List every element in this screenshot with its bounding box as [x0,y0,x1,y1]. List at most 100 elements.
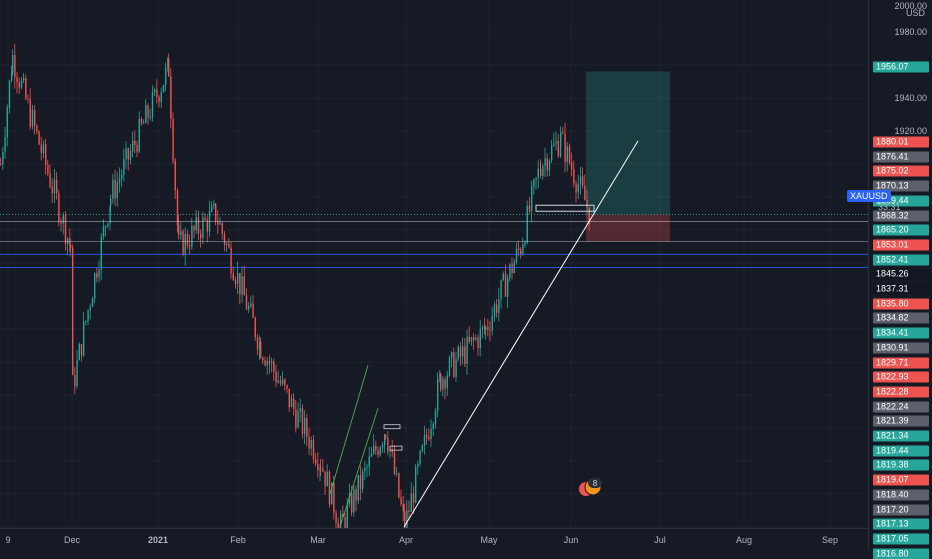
candle-body [500,279,502,299]
candle-body [533,179,535,187]
candle-body [165,67,167,85]
candle-body [489,329,491,331]
candle-body [453,352,455,377]
candle-body [301,407,304,435]
time-tick-label: Dec [63,535,81,545]
candle-body [215,203,217,222]
time-axis[interactable]: 9 Dec 2021 Feb Mar Apr May Jun Jul Aug Sep [0,528,868,551]
candle-body [259,341,261,350]
candle-body [348,493,351,505]
candle-body [410,493,412,512]
candle-body [493,304,496,317]
candle-body [477,337,479,349]
candle-body [160,92,162,102]
candle-body [110,198,112,206]
candle-body [522,244,524,255]
range-box [535,204,595,212]
candle-body [125,148,127,160]
candle-body [40,144,42,153]
candle-body [74,374,76,387]
candle-body [2,151,4,165]
price-marker-label: 1876.41 [873,151,929,163]
candle-body [320,467,322,469]
candle-body [434,411,437,424]
candle-body [284,379,286,386]
candle-body [134,140,136,145]
symbol-price-label: XAUUSD [847,190,891,202]
candle-body [455,359,457,377]
candle-body [451,352,453,358]
price-marker-label: 1822.24 [873,401,929,413]
candle-body [535,177,537,180]
price-marker-label: 1819.07 [873,474,929,486]
candle-body [12,54,14,74]
candle-body [385,434,387,438]
candle-body [324,471,326,487]
candle-body [468,336,470,342]
candle-body [544,158,546,166]
candle-body [178,225,180,236]
candle-body [520,249,522,255]
economic-event-icon[interactable]: 8 [578,476,608,498]
candle-body [49,173,51,187]
drawing-tools-layer[interactable] [0,71,868,528]
candle-body [481,326,484,329]
candle-body [509,264,511,279]
candle-body [197,217,200,234]
candle-body [417,464,419,468]
candle-body [275,371,277,383]
chart-plot-area[interactable] [0,0,868,528]
candle-body [462,346,464,357]
candle-body [56,179,58,194]
event-count-bubble [588,478,602,488]
price-marker-label: 1835.80 [873,298,929,310]
candle-body [375,445,377,451]
candle-body [248,306,250,310]
candle-body [168,58,170,77]
candle-body [217,221,219,225]
candle-body [288,388,290,407]
candle-body [78,343,80,361]
candle-body [504,273,507,297]
candle-body [442,379,444,390]
candle-body [428,437,430,440]
candle-body [94,273,96,299]
candle-body [437,378,439,412]
candle-body [36,125,38,132]
time-tick-label: Jul [654,535,666,545]
candle-body [271,361,273,364]
currency-unit: USD [905,8,925,18]
candle-body [373,445,375,454]
candle-body [23,78,25,81]
time-tick-label: Apr [398,535,414,545]
price-marker-label: 1880.01 [873,136,929,148]
candle-body [507,278,509,297]
candle-body [226,243,228,245]
candle-body [342,513,344,518]
price-marker-label: 1819.44 [873,445,929,457]
candle-body [8,80,11,108]
price-marker-label: 1817.13 [873,518,929,530]
candle-body [479,328,481,349]
price-marker-label: 1865.20 [873,224,929,236]
candle-body [83,321,85,356]
price-axis[interactable]: USD 2000.001980.001960.001940.001920.001… [868,0,932,559]
candle-body [526,205,528,243]
candle-body [496,304,498,313]
candle-body [282,379,284,384]
candle-body [584,185,586,201]
candle-body [34,110,36,126]
price-marker-label: 1822.93 [873,371,929,383]
candle-body [498,298,500,313]
candle-body [262,357,264,361]
candle-body [279,380,282,384]
price-marker-label: 1819.38 [873,459,929,471]
candle-body [64,215,67,245]
candle-body [193,226,195,231]
candle-body [154,89,156,93]
candle-body [308,436,310,449]
candle-body [475,337,477,340]
long-position-stop-zone [586,214,670,242]
candle-body [91,298,94,307]
